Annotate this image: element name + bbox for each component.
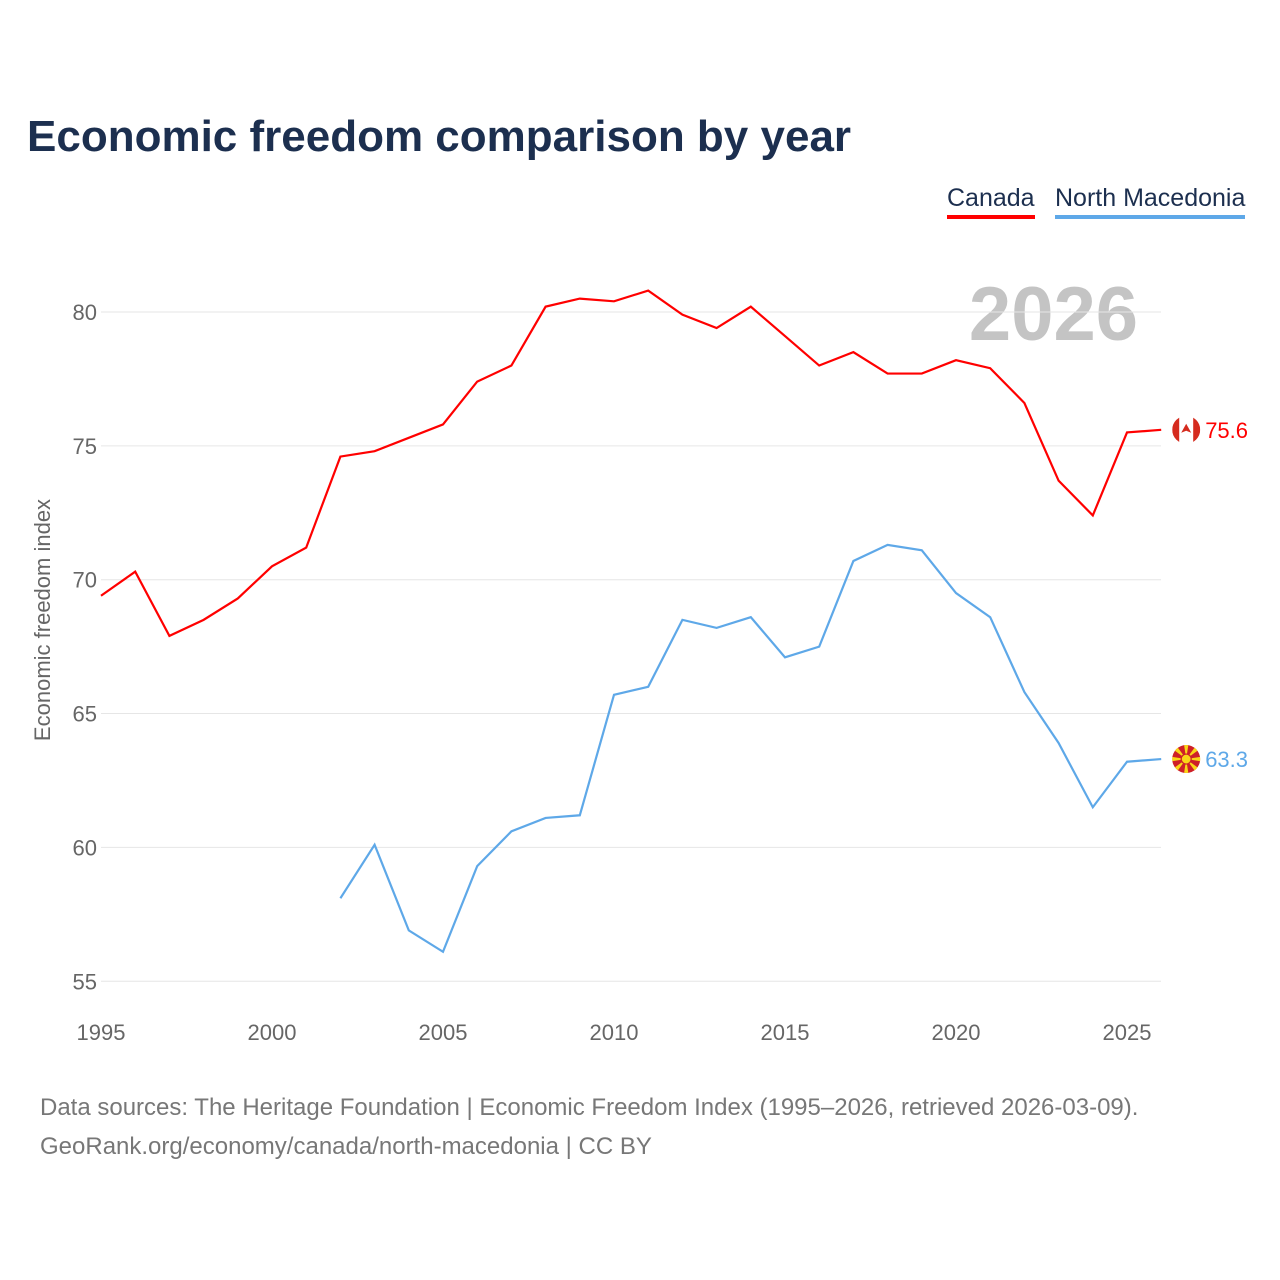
series-line-canada — [100, 289, 1162, 638]
x-tick-label: 2010 — [590, 1020, 639, 1045]
x-tick-label: 2005 — [419, 1020, 468, 1045]
source-link[interactable]: GeoRank.org/economy/canada/north-macedon… — [40, 1133, 652, 1160]
y-tick-label: 65 — [73, 702, 97, 727]
series-line-north-macedonia — [339, 543, 1162, 954]
x-tick-label: 1995 — [77, 1020, 126, 1045]
y-tick-label: 60 — [73, 835, 97, 860]
end-value-label: 63.3 — [1205, 747, 1248, 772]
y-tick-label: 70 — [73, 568, 97, 593]
x-tick-label: 2020 — [932, 1020, 981, 1045]
x-tick-label: 2000 — [248, 1020, 297, 1045]
y-tick-label: 55 — [73, 969, 97, 994]
footer: Data sources: The Heritage Foundation | … — [40, 1088, 1138, 1166]
y-axis-label: Economic freedom index — [30, 499, 55, 741]
north-macedonia-flag-icon — [1172, 745, 1201, 774]
legend-canada[interactable]: Canada — [947, 184, 1035, 219]
legend-north-macedonia[interactable]: North Macedonia — [1055, 184, 1246, 219]
y-tick-label: 75 — [73, 434, 97, 459]
chart-title: Economic freedom comparison by year — [27, 112, 852, 161]
data-source: Data sources: The Heritage Foundation | … — [40, 1094, 1139, 1121]
year-watermark: 2026 — [969, 272, 1138, 357]
canada-flag-icon — [1172, 415, 1201, 444]
x-tick-label: 2025 — [1103, 1020, 1152, 1045]
y-tick-label: 80 — [73, 300, 97, 325]
end-value-label: 75.6 — [1205, 418, 1248, 443]
x-tick-label: 2015 — [761, 1020, 810, 1045]
